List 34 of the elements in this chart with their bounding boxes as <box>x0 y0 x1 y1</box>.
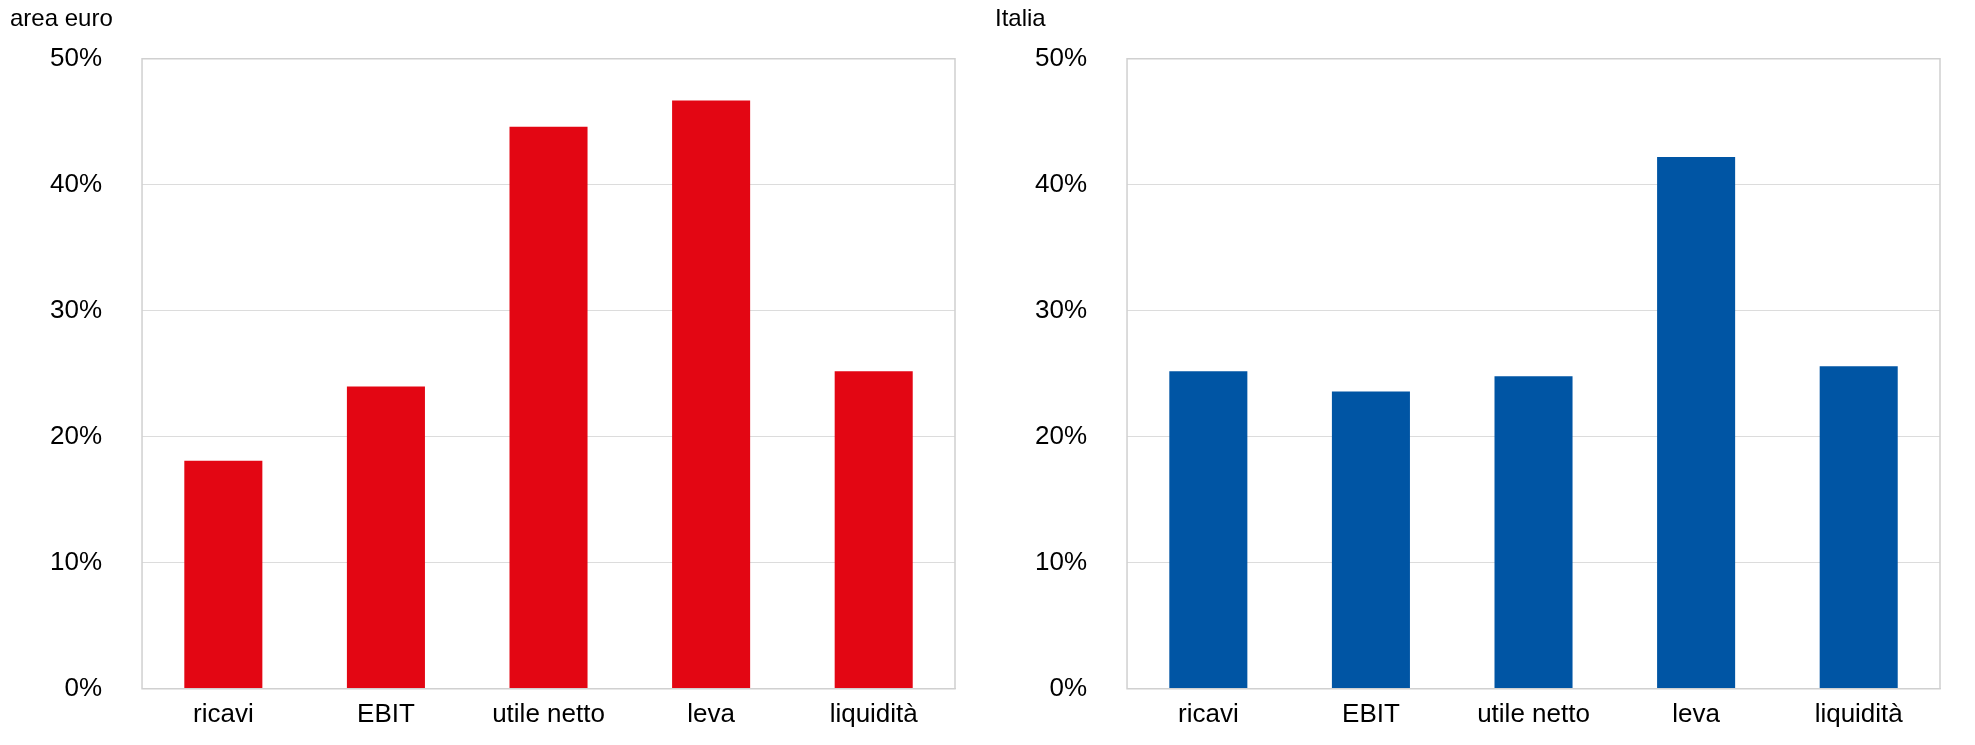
x-tick-label: ricavi <box>193 697 254 728</box>
x-tick-label: ricavi <box>1178 697 1239 728</box>
x-tick-label: utile netto <box>492 697 605 728</box>
bar <box>1331 391 1410 689</box>
y-tick-label: 0% <box>64 671 103 702</box>
y-tick-label: 30% <box>49 293 103 324</box>
x-tick-label: utile netto <box>1477 697 1590 728</box>
y-tick-label: 40% <box>1034 167 1088 198</box>
x-tick-label: leva <box>687 697 736 728</box>
x-tick-label: liquidità <box>1814 697 1904 728</box>
y-tick-label: 20% <box>1034 419 1088 450</box>
bar <box>1819 366 1898 689</box>
y-tick-label: 10% <box>49 545 103 576</box>
y-tick-label: 30% <box>1034 293 1088 324</box>
bar <box>509 126 588 689</box>
chart-title: Italia <box>995 4 1047 32</box>
y-tick-label: 0% <box>1049 671 1088 702</box>
bar <box>184 460 263 689</box>
chart-title: area euro <box>10 4 113 32</box>
bar <box>1169 371 1248 689</box>
bar <box>1494 376 1573 689</box>
x-tick-label: liquidità <box>829 697 919 728</box>
bar <box>346 386 425 689</box>
y-tick-label: 40% <box>49 167 103 198</box>
x-tick-label: leva <box>1672 697 1721 728</box>
bar <box>1657 157 1736 689</box>
x-tick-label: EBIT <box>1342 697 1400 728</box>
y-tick-label: 10% <box>1034 545 1088 576</box>
bar <box>672 100 751 689</box>
bar <box>834 371 913 689</box>
y-tick-label: 50% <box>1034 41 1088 72</box>
x-tick-label: EBIT <box>357 697 415 728</box>
y-tick-label: 50% <box>49 41 103 72</box>
y-tick-label: 20% <box>49 419 103 450</box>
